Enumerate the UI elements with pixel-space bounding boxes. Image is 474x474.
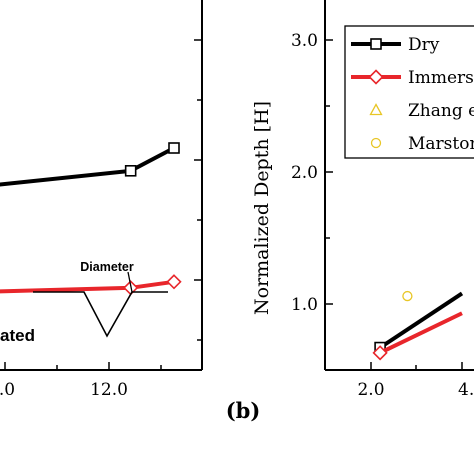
left-x-tick-label-1: 12.0 xyxy=(90,380,128,400)
right-series-1-point-0 xyxy=(372,345,388,361)
legend-label-3: Marston xyxy=(408,134,474,154)
right-y-axis-label: Normalized Depth [H] xyxy=(251,101,273,315)
panel-label-b: (b) xyxy=(226,398,261,423)
left-series-0-point-1 xyxy=(168,142,180,154)
diameter-inset: Diameter xyxy=(33,260,168,338)
legend-label-1: Immers xyxy=(408,68,474,88)
right-series-1-line xyxy=(379,311,463,355)
left-bottom-axis-ticks xyxy=(4,362,162,370)
diameter-inset-pointer xyxy=(127,271,133,293)
left-x-tick-label-0: 0.0 xyxy=(0,380,15,400)
right-y-tick-label-1: 2.0 xyxy=(291,163,318,183)
legend-marker-0 xyxy=(370,38,382,50)
diameter-inset-label: Diameter xyxy=(80,260,134,274)
right-y-tick-label-2: 3.0 xyxy=(291,31,318,51)
left-right-axis-ticks xyxy=(194,39,202,341)
right-series-group xyxy=(372,290,464,361)
left-series-0-point-0 xyxy=(124,165,137,177)
legend-marker-3 xyxy=(370,137,382,149)
left-corner-text: ated xyxy=(0,326,35,345)
left-panel: 0.0 12.0 Diameter ated xyxy=(0,0,203,400)
right-panel: Normalized Depth [H] 3.0 2.0 1.0 2.0 4. … xyxy=(226,0,474,423)
right-y-axis-ticks xyxy=(325,39,333,305)
right-y-tick-label-0: 1.0 xyxy=(291,295,318,315)
legend-box xyxy=(344,25,474,159)
left-series-0-line xyxy=(0,146,175,187)
legend-label-0: Dry xyxy=(408,35,440,55)
legend-marker-2 xyxy=(369,103,383,116)
left-series-1-point-1 xyxy=(166,274,182,290)
right-x-tick-label-0: 2.0 xyxy=(357,380,384,400)
legend-label-2: Zhang e xyxy=(408,101,474,121)
diameter-inset-profile xyxy=(33,291,168,338)
legend-marker-1 xyxy=(368,69,384,85)
legend-items: Dry Immers Zhang e Marston xyxy=(351,35,474,154)
right-x-tick-label-1: 4. xyxy=(458,380,474,400)
left-series-1-line xyxy=(0,279,175,294)
legend: Dry Immers Zhang e Marston xyxy=(344,25,474,159)
right-series-3-point-0 xyxy=(402,290,413,302)
right-series-0-line xyxy=(378,291,464,350)
right-x-axis-ticks xyxy=(370,362,463,370)
